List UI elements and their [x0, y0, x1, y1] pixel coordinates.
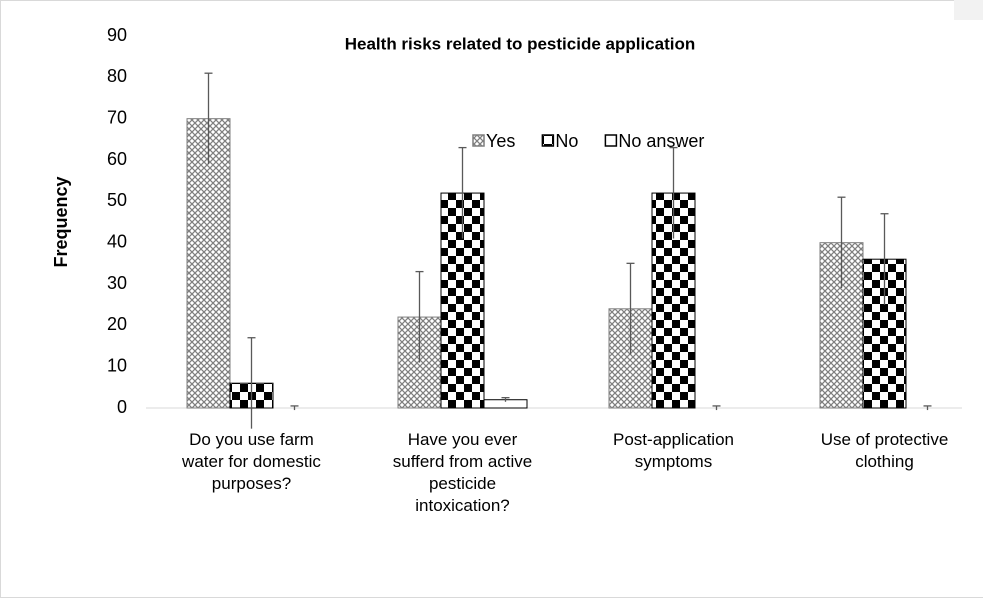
x-tick-label: Post-application symptoms	[613, 430, 734, 471]
y-tick-label: 80	[107, 66, 127, 86]
y-tick-label: 60	[107, 149, 127, 169]
y-tick-label: 30	[107, 273, 127, 293]
y-tick-label: 20	[107, 314, 127, 334]
legend-label: Yes	[486, 131, 515, 151]
y-axis-label: Frequency	[51, 176, 71, 267]
y-tick-label: 0	[117, 397, 127, 417]
x-tick-label: Have you ever sufferd from active pesticid…	[393, 430, 533, 515]
legend-swatch	[541, 134, 555, 147]
corner-box	[954, 0, 983, 20]
chart-title: Health risks related to pesticide applic…	[345, 34, 696, 53]
y-tick-label: 90	[107, 25, 127, 45]
legend-swatch	[604, 134, 618, 147]
y-tick-label: 40	[107, 231, 127, 251]
y-tick-label: 10	[107, 355, 127, 375]
y-tick-label: 70	[107, 107, 127, 127]
legend-label: No	[555, 131, 578, 151]
legend-swatch	[472, 134, 485, 147]
y-tick-label: 50	[107, 190, 127, 210]
x-tick-label: Use of protective clothing	[821, 430, 949, 471]
x-tick-label: Do you use farm water for domestic purpose…	[181, 430, 321, 493]
legend-label: No answer	[618, 131, 704, 151]
